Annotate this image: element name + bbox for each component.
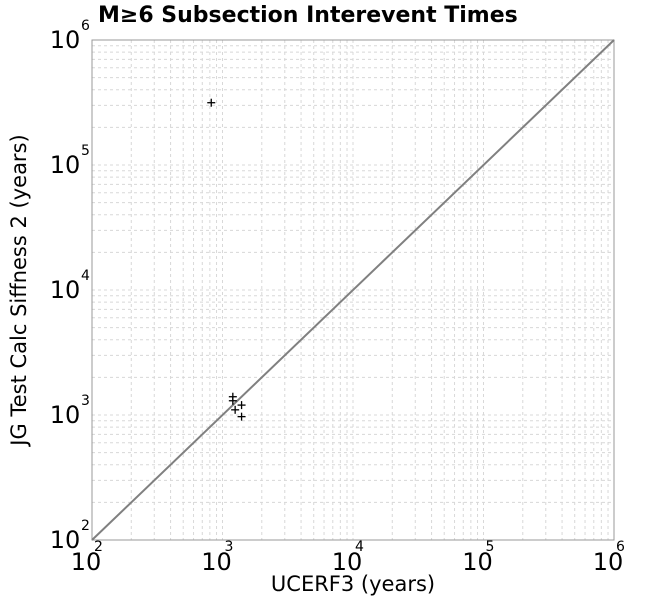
- y-tick-label: 10: [50, 26, 81, 54]
- y-axis-label: JG Test Calc Siffness 2 (years): [7, 134, 31, 447]
- plot-frame: [91, 39, 615, 541]
- y-tick-label: 10: [50, 151, 81, 179]
- data-point: [237, 412, 246, 421]
- x-axis-label: UCERF3 (years): [271, 572, 435, 596]
- y-tick-label: 10: [50, 401, 81, 429]
- x-tick-label-exponent: 3: [225, 539, 234, 555]
- x-tick-label-exponent: 4: [355, 539, 364, 555]
- x-tick-label-exponent: 2: [94, 539, 103, 555]
- data-point: [237, 401, 246, 410]
- y-tick-label-exponent: 2: [81, 518, 90, 534]
- x-tick-label: 10: [462, 548, 493, 576]
- x-tick-label: 10: [593, 548, 624, 576]
- y-tick-label: 10: [50, 276, 81, 304]
- y-tick-label-exponent: 3: [81, 393, 90, 409]
- reference-line: [91, 39, 615, 541]
- chart-title: M≥6 Subsection Interevent Times: [98, 3, 518, 28]
- y-tick-label: 10: [50, 526, 81, 554]
- x-tick-label-exponent: 5: [486, 539, 495, 555]
- series: [91, 39, 615, 541]
- y-tick-label-exponent: 6: [81, 18, 90, 34]
- grid: [92, 40, 614, 540]
- x-tick-label-exponent: 6: [616, 539, 625, 555]
- x-tick-label: 10: [71, 548, 102, 576]
- data-point: [228, 392, 237, 401]
- data-point: [231, 405, 240, 414]
- x-tick-label: 10: [332, 548, 363, 576]
- y-tick-label-exponent: 5: [81, 143, 90, 159]
- data-point: [207, 98, 216, 107]
- y-tick-label-exponent: 4: [81, 268, 90, 284]
- x-tick-label: 10: [201, 548, 232, 576]
